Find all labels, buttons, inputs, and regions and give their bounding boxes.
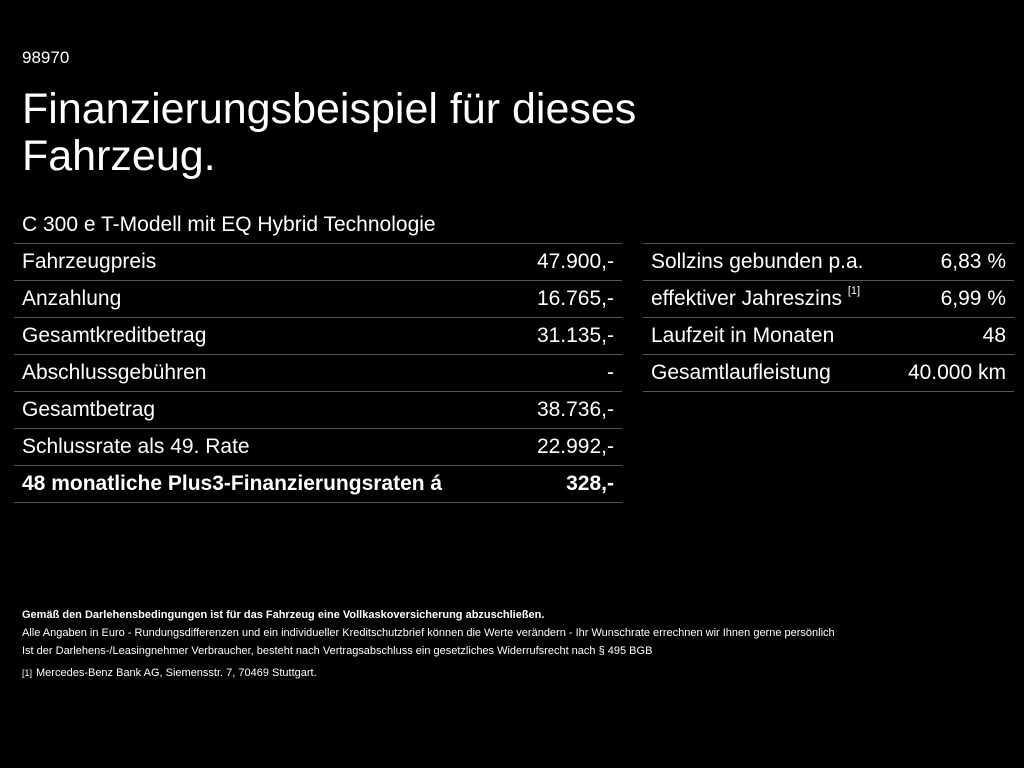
table-row: Gesamtbetrag 38.736,- [14,391,622,429]
row-label: Schlussrate als 49. Rate [14,428,516,466]
table-row: Gesamtkreditbetrag 31.135,- [14,317,622,355]
row-value: 31.135,- [515,317,622,355]
row-label: Fahrzeugpreis [14,243,516,281]
row-value: 40.000 km [890,354,1014,392]
table-row: Gesamtlaufleistung 40.000 km [643,354,1014,392]
footnote-text: Mercedes-Benz Bank AG, Siemensstr. 7, 70… [36,667,317,679]
table-row: Sollzins gebunden p.a. 6,83 % [643,243,1014,281]
row-label: Abschlussgebühren [14,354,516,392]
insurance-note: Gemäß den Darlehensbedingungen ist für d… [22,609,545,621]
page-title: Finanzierungsbeispiel für dieses Fahrzeu… [22,85,637,180]
table-row: effektiver Jahreszins [1] 6,99 % [643,280,1014,318]
row-label: Sollzins gebunden p.a. [643,243,891,281]
table-row: Laufzeit in Monaten 48 [643,317,1014,355]
row-value: 16.765,- [515,280,622,318]
row-value: 6,83 % [890,243,1014,281]
row-label: Gesamtbetrag [14,391,516,429]
row-label-cell: effektiver Jahreszins [1] [643,280,891,318]
row-label: Anzahlung [14,280,516,318]
row-value: 22.992,- [515,428,622,466]
table-row: Fahrzeugpreis 47.900,- [14,243,622,281]
footnote-marker: [1] [22,668,33,678]
footnote: [1] Mercedes-Benz Bank AG, Siemensstr. 7,… [22,664,1014,682]
table-row: Schlussrate als 49. Rate 22.992,- [14,428,622,466]
footnote-marker: [1] [847,285,861,297]
conditions-table: Sollzins gebunden p.a. 6,83 % effektiver… [643,243,1014,392]
disclaimer-note: Alle Angaben in Euro - Rundungsdifferenz… [22,627,835,639]
row-label: Gesamtlaufleistung [643,354,891,392]
total-value: 328,- [515,465,622,503]
vehicle-id: 98970 [22,48,70,67]
row-label: Gesamtkreditbetrag [14,317,516,355]
financing-example-page: 98970 Finanzierungsbeispiel für dieses F… [14,0,1014,768]
withdrawal-note: Ist der Darlehens-/Leasingnehmer Verbrau… [22,645,653,657]
model-name: C 300 e T-Modell mit EQ Hybrid Technolog… [22,213,436,236]
total-label: 48 monatliche Plus3-Finanzierungsraten á [14,465,516,503]
total-row: 48 monatliche Plus3-Finanzierungsraten á… [14,465,622,503]
row-value: 48 [890,317,1014,355]
table-row: Anzahlung 16.765,- [14,280,622,318]
row-value: 6,99 % [890,280,1014,318]
legal-notes: Gemäß den Darlehensbedingungen ist für d… [22,606,1014,682]
row-value: 47.900,- [515,243,622,281]
table-row: Abschlussgebühren - [14,354,622,392]
row-value: 38.736,- [515,391,622,429]
financing-table: Fahrzeugpreis 47.900,- Anzahlung 16.765,… [14,243,622,503]
row-value: - [515,354,622,392]
row-label: Laufzeit in Monaten [643,317,891,355]
row-label: effektiver Jahreszins [651,287,843,310]
